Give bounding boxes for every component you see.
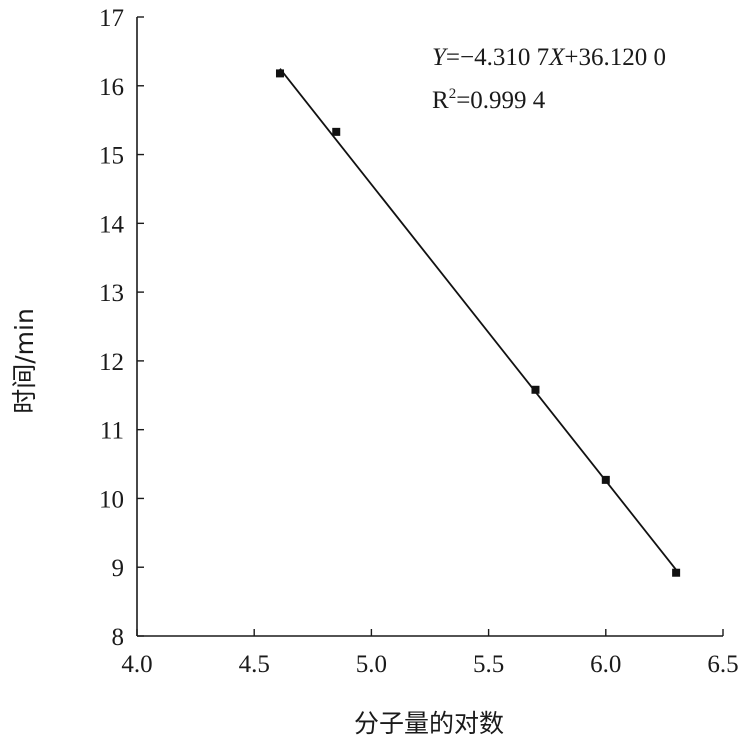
equation-annotation: Y=−4.310 7X+36.120 0 <box>432 44 666 71</box>
fit-line-group <box>279 68 677 571</box>
y-tick-label: 16 <box>99 74 124 101</box>
equation-y-var: Y <box>432 44 449 71</box>
x-tick-label: 5.0 <box>356 651 387 678</box>
axes <box>136 17 723 637</box>
y-tick-label: 9 <box>112 555 125 582</box>
y-tick-label: 17 <box>99 5 124 32</box>
r-squared-annotation: R2=0.999 4 <box>432 86 546 114</box>
y-tick-label: 12 <box>99 349 124 376</box>
ticks: 8 9 10 11 12 13 14 15 16 17 4.0 4.5 5.0 5.5 6.0 6.5 <box>99 5 739 678</box>
y-tick-label: 11 <box>100 418 124 445</box>
equation-coefficient: =−4.310 7 <box>446 44 549 71</box>
x-tick-label: 4.5 <box>239 651 270 678</box>
data-point <box>672 568 681 577</box>
y-tick-label: 15 <box>99 143 124 170</box>
x-tick-label: 6.5 <box>707 651 738 678</box>
x-axis-title: 分子量的对数 <box>354 709 504 738</box>
y-tick-label: 13 <box>99 280 124 307</box>
y-axis-title: 时间/min <box>10 308 39 414</box>
fit-line <box>279 68 677 571</box>
r-squared-superscript: 2 <box>449 86 457 102</box>
data-points <box>275 69 681 577</box>
y-tick-label: 8 <box>112 624 125 651</box>
data-point <box>275 69 284 78</box>
data-point <box>531 385 540 394</box>
r-squared-prefix: R <box>432 87 449 114</box>
data-point <box>601 475 610 484</box>
x-tick-label: 6.0 <box>590 651 621 678</box>
equation-intercept: +36.120 0 <box>564 44 666 71</box>
r-squared-value: =0.999 4 <box>456 87 546 114</box>
x-tick-label: 5.5 <box>473 651 504 678</box>
y-tick-label: 10 <box>99 486 124 513</box>
y-tick-label: 14 <box>99 211 125 238</box>
x-tick-label: 4.0 <box>121 651 152 678</box>
data-point <box>332 127 341 136</box>
equation-x-var: X <box>548 44 566 71</box>
